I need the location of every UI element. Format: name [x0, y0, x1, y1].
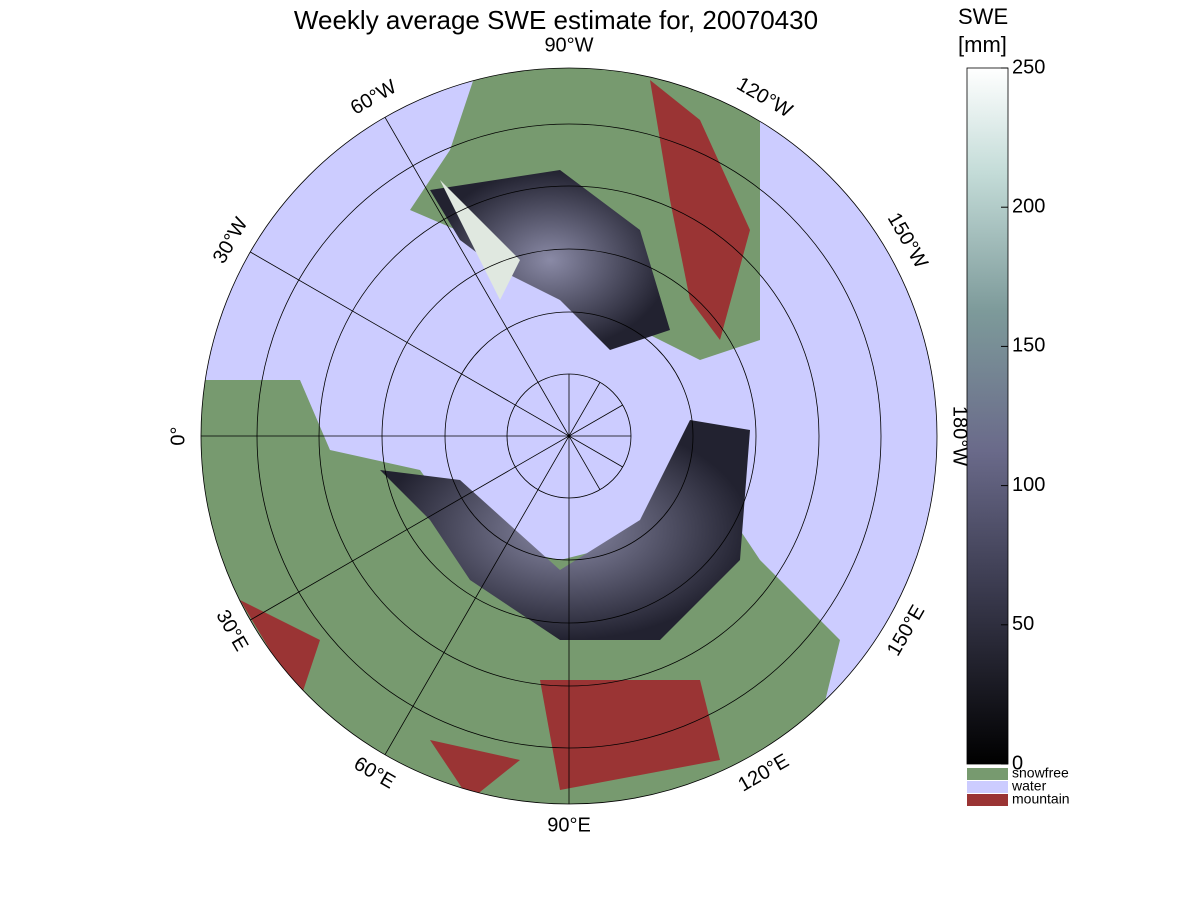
longitude-label: 30°E: [211, 606, 252, 655]
map: [201, 68, 937, 804]
colorbar-title: [mm]: [958, 32, 1007, 57]
colorbar-tick-label: 0: [1012, 752, 1023, 774]
meridian: [384, 117, 601, 490]
legend-swatch: [967, 781, 1008, 793]
colorbar-tick-label: 100: [1012, 474, 1045, 496]
longitude-label: 0°: [167, 426, 189, 445]
meridian: [384, 382, 601, 755]
longitude-label: 180°W: [949, 406, 971, 466]
longitude-label: 60°E: [350, 753, 399, 794]
colorbar-title: SWE: [958, 4, 1008, 29]
legend-label: snowfree: [1012, 765, 1069, 781]
longitude-label: 90°E: [547, 814, 591, 836]
longitude-label: 90°W: [544, 34, 593, 56]
snow-high: [440, 180, 520, 300]
legend-swatch: [967, 794, 1008, 806]
legend-label: water: [1011, 778, 1047, 794]
legend-swatch: [967, 768, 1008, 780]
colorbar: [966, 67, 1009, 765]
colorbar-tick-label: 250: [1012, 56, 1045, 78]
meridian: [250, 404, 623, 621]
meridian: [250, 251, 623, 468]
snow-eurasia: [380, 420, 750, 640]
colorbar-tick-label: 200: [1012, 195, 1045, 217]
snow-america: [430, 170, 670, 350]
legend-label: mountain: [1012, 791, 1070, 807]
title: Weekly average SWE estimate for, 2007043…: [294, 5, 818, 35]
colorbar-tick-label: 50: [1012, 613, 1034, 635]
colorbar-tick-label: 150: [1012, 335, 1045, 357]
